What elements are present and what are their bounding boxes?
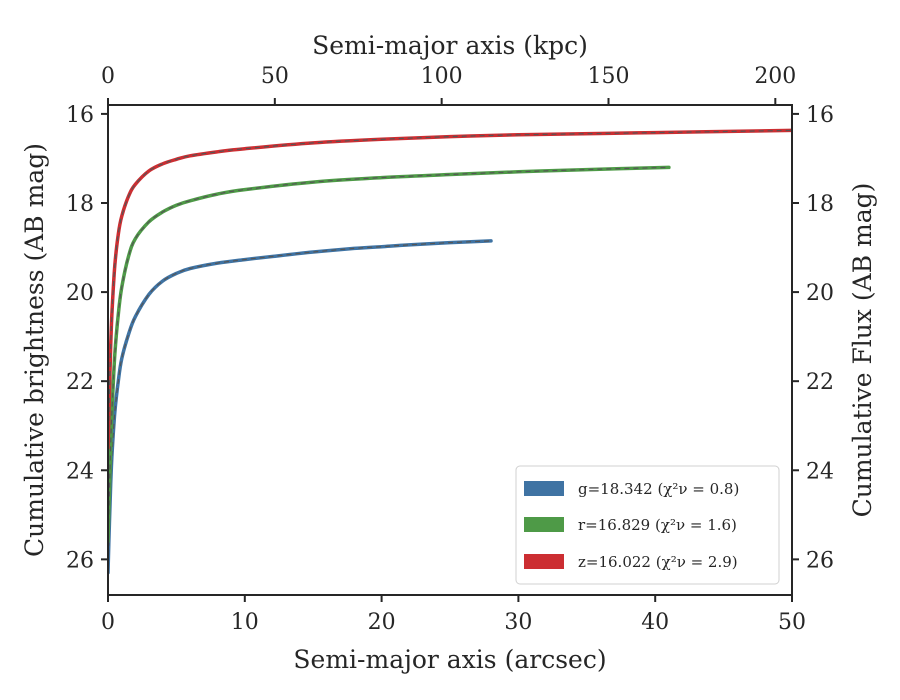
x-tick-label-top: 50 [261, 64, 289, 89]
y-tick-label-left: 26 [66, 548, 94, 573]
model-fit-line-z [108, 129, 792, 449]
y-tick-label-left: 22 [66, 370, 94, 395]
svg-text:r=16.829 (χ²ν = 1.6): r=16.829 (χ²ν = 1.6) [578, 516, 737, 534]
ticks-layer: 0 10 20 30 40 50 0 50 100 150 200 16 16 18 18 20 20 22 22 2… [66, 64, 834, 635]
legend-swatch-z [524, 554, 564, 569]
x-tick-label-top: 150 [587, 64, 629, 89]
y-axis-title-left: Cumulative brightness (AB mag) [20, 143, 49, 557]
curves-layer [108, 128, 792, 575]
svg-text:z=16.022 (χ²ν = 2.9): z=16.022 (χ²ν = 2.9) [578, 553, 738, 571]
x-axis-title-bottom: Semi-major axis (arcsec) [293, 645, 606, 674]
svg-text:g=18.342 (χ²ν = 0.8): g=18.342 (χ²ν = 0.8) [578, 480, 739, 498]
x-tick-label-bottom: 30 [504, 610, 532, 635]
x-axis-title-top: Semi-major axis (kpc) [312, 31, 588, 60]
x-tick-label-bottom: 50 [778, 610, 806, 635]
y-tick-label-right: 26 [806, 548, 834, 573]
legend: g=18.342 (χ²ν = 0.8) r=16.829 (χ²ν = 1.6… [515, 465, 780, 585]
legend-chi-g: (χ²ν = 0.8) [657, 480, 739, 498]
legend-label-r: r=16.829 [578, 516, 650, 534]
legend-box [515, 465, 780, 585]
x-tick-label-top: 100 [421, 64, 463, 89]
y-tick-label-left: 24 [66, 459, 94, 484]
legend-chi-r: (χ²ν = 1.6) [655, 516, 737, 534]
legend-swatch-g [524, 481, 564, 496]
x-tick-label-bottom: 20 [368, 610, 396, 635]
x-tick-label-bottom: 10 [231, 610, 259, 635]
x-tick-label-bottom: 0 [101, 610, 115, 635]
plot-frame [107, 104, 793, 596]
x-tick-label-top: 200 [754, 64, 796, 89]
y-axis-title-right: Cumulative Flux (AB mag) [848, 183, 877, 518]
x-tick-label-top: 0 [101, 64, 115, 89]
legend-label-z: z=16.022 [578, 553, 651, 571]
y-tick-label-right: 24 [806, 459, 834, 484]
y-tick-label-right: 20 [806, 281, 834, 306]
x-tick-label-bottom: 40 [641, 610, 669, 635]
y-tick-label-left: 18 [66, 192, 94, 217]
y-tick-label-left: 16 [66, 103, 94, 128]
series-line-z [108, 128, 792, 450]
series-line-g [108, 239, 493, 575]
legend-swatch-r [524, 517, 564, 532]
legend-chi-z: (χ²ν = 2.9) [656, 553, 738, 571]
model-fit-line-r [108, 166, 669, 542]
y-tick-label-right: 22 [806, 370, 834, 395]
y-tick-label-left: 20 [66, 281, 94, 306]
model-fit-line-g [108, 240, 492, 573]
y-tick-label-right: 16 [806, 103, 834, 128]
legend-label-g: g=18.342 [578, 480, 653, 498]
y-tick-label-right: 18 [806, 192, 834, 217]
